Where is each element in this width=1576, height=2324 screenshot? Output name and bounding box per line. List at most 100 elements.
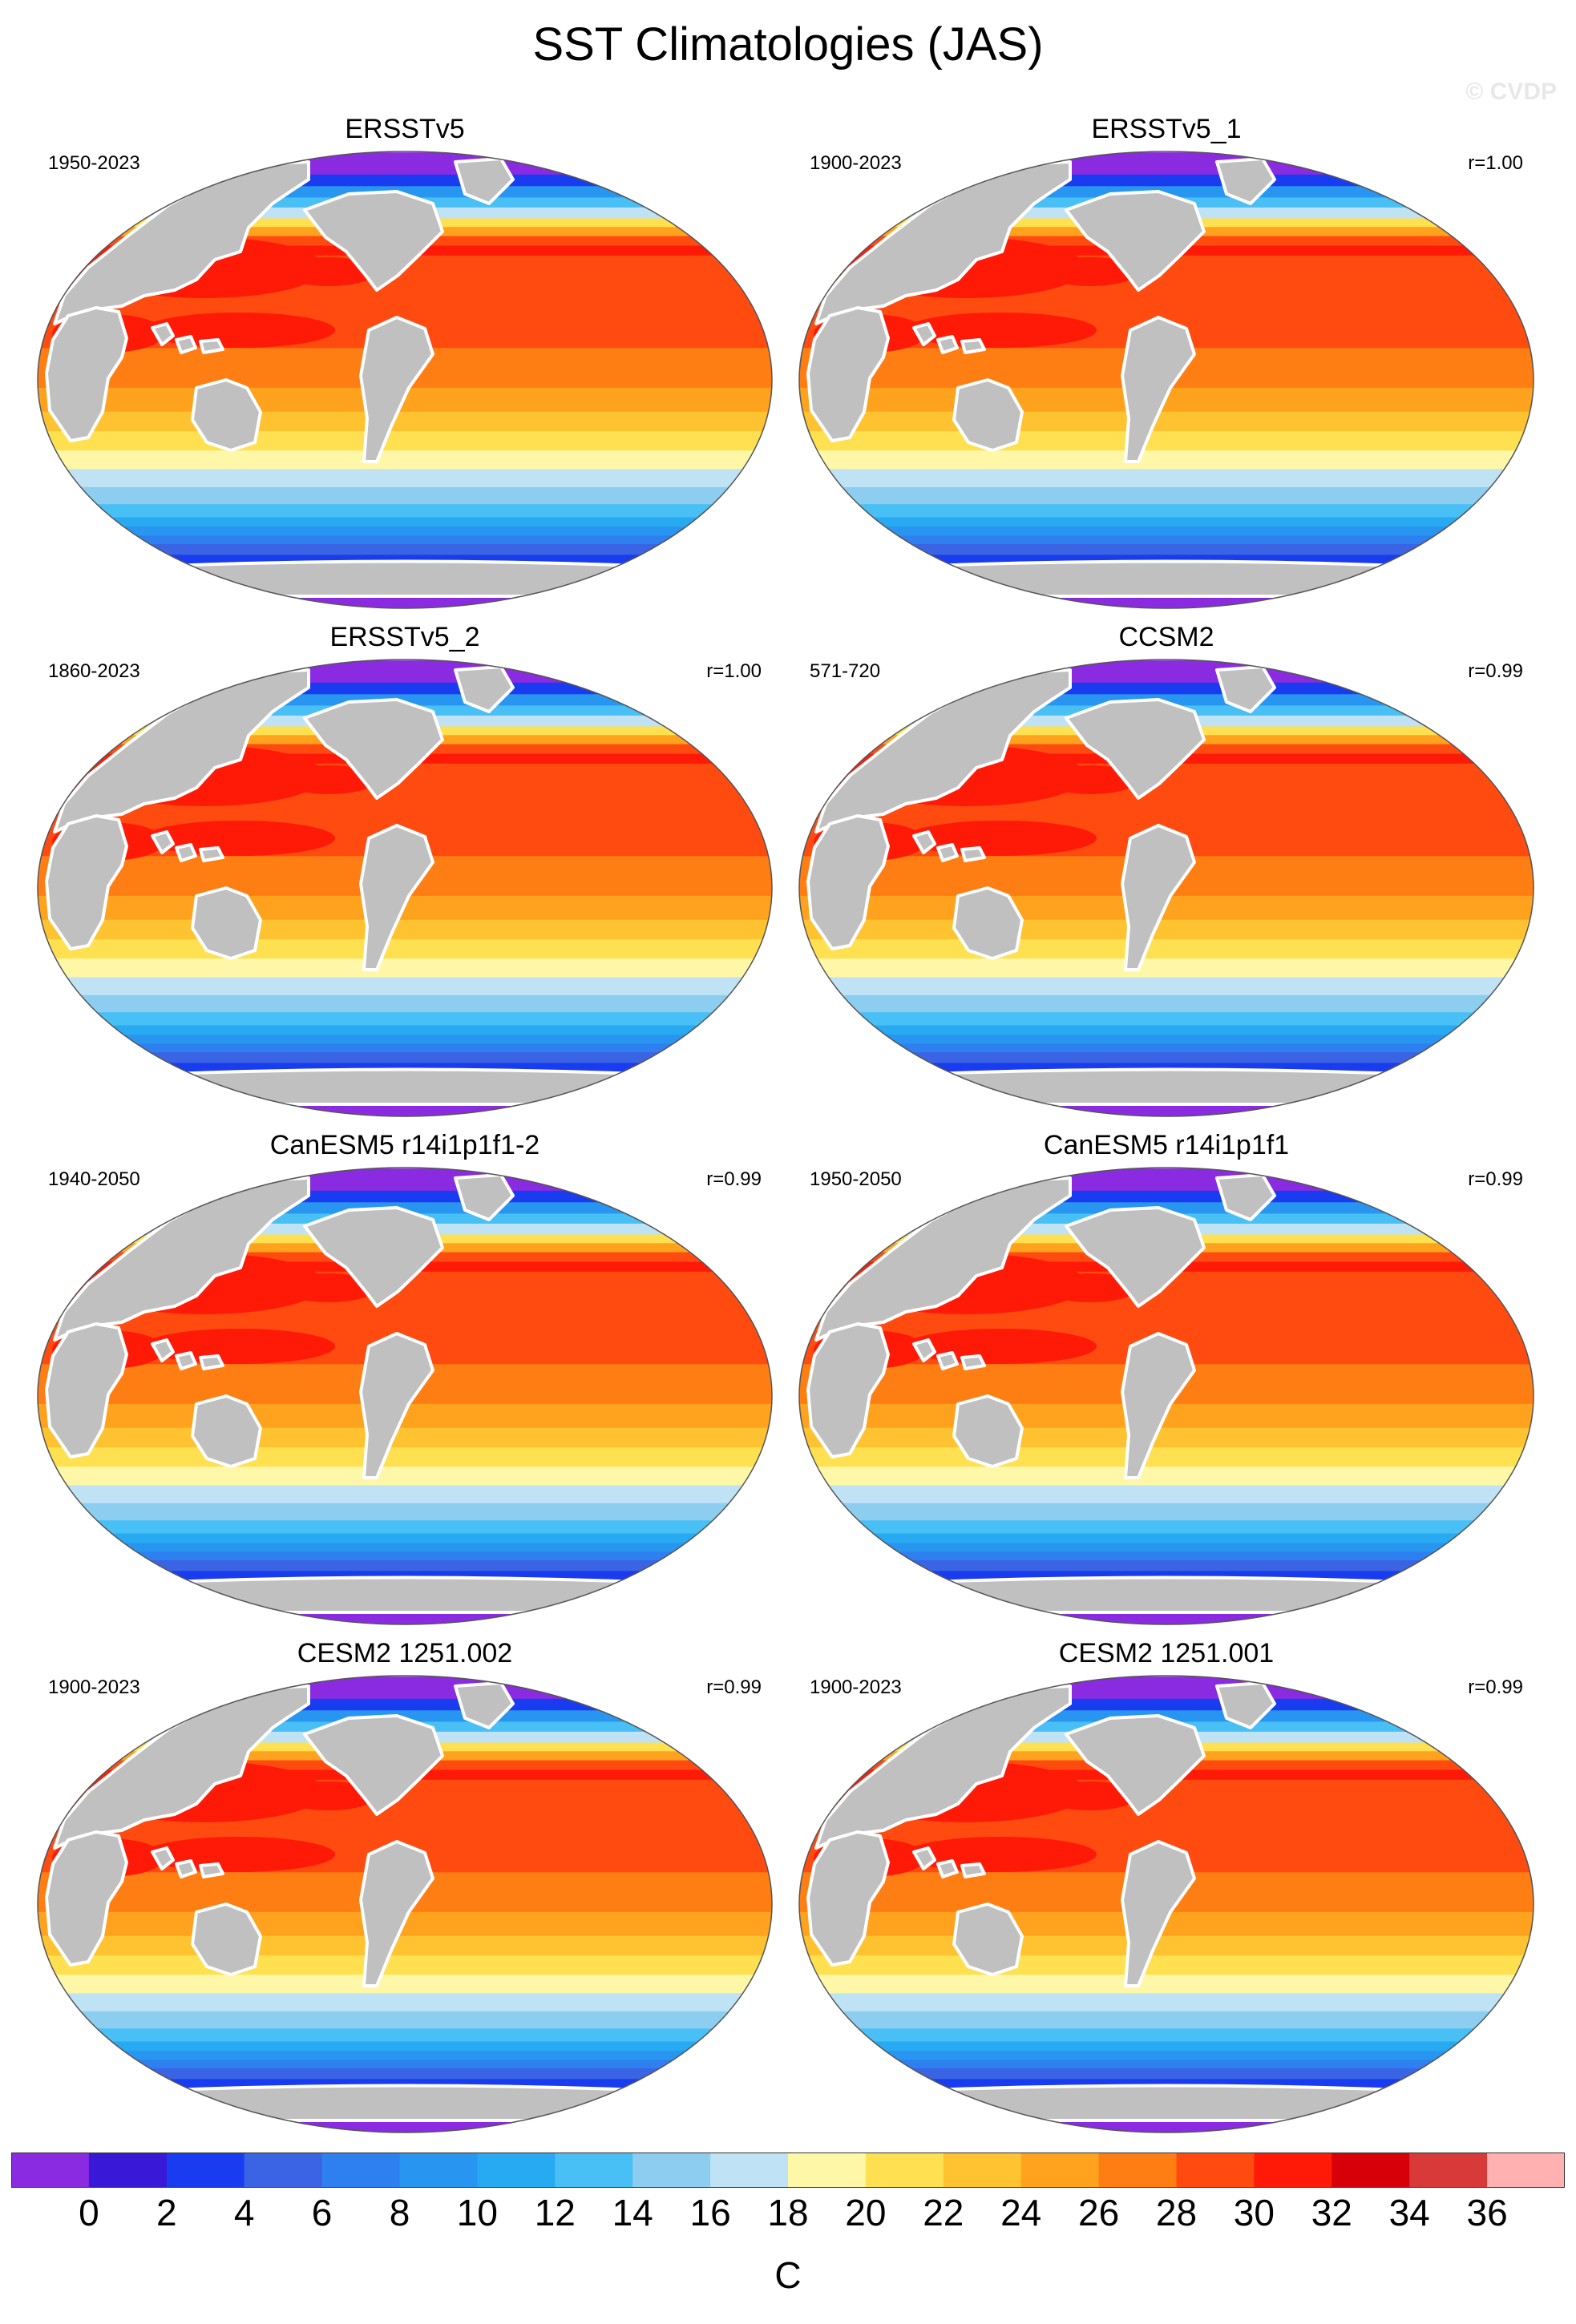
sst-band <box>799 431 1534 451</box>
colorbar-tick-label: 26 <box>1078 2192 1120 2233</box>
panel-title: ERSSTv5_1 <box>1091 114 1242 144</box>
land-mass <box>936 1859 959 1878</box>
sst-band <box>38 527 772 537</box>
land-mass <box>936 843 959 862</box>
sst-band <box>38 995 772 1013</box>
land-mass <box>45 814 128 950</box>
land-mass <box>175 1351 197 1370</box>
panel-years: 1900-2023 <box>810 1676 902 1698</box>
sst-band <box>799 1955 1534 1975</box>
map-outline <box>37 1675 773 2133</box>
warm-pool-eastpacific <box>281 257 377 286</box>
sst-band <box>799 1168 1534 1192</box>
sst-map <box>37 151 773 609</box>
sst-band <box>799 1447 1534 1467</box>
warm-pool-atlantic <box>434 800 495 829</box>
land-mass <box>175 843 197 862</box>
land-mass <box>1121 316 1196 463</box>
panel-correlation: r=0.99 <box>1468 1168 1523 1190</box>
sst-band <box>799 1993 1534 2012</box>
map-panel-2: ERSSTv5_1 1900-2023 r=1.00 <box>794 114 1539 619</box>
land-mass <box>816 2084 1517 2122</box>
sst-band <box>38 1551 772 1561</box>
sst-band <box>799 1560 1534 1572</box>
sst-band <box>38 431 772 451</box>
warm-pool-eastpacific <box>1042 257 1138 286</box>
sst-band <box>799 174 1534 188</box>
land-mass <box>359 316 434 463</box>
land-mass <box>806 306 890 442</box>
land-mass <box>175 1859 197 1878</box>
colorbar-tick-label: 10 <box>456 2192 498 2233</box>
land-mass <box>1121 1332 1196 1479</box>
colorbar-tick-label: 36 <box>1466 2192 1508 2233</box>
land-mass <box>960 1354 986 1370</box>
panel-years: 1950-2050 <box>810 1168 902 1190</box>
map-outline <box>798 151 1534 609</box>
warm-pool-eastpacific <box>281 1781 377 1810</box>
warm-pool-atlantic <box>1196 800 1257 829</box>
sst-band <box>38 2068 772 2080</box>
colorbar-swatch <box>1020 2153 1100 2188</box>
land-mass <box>151 1338 175 1362</box>
sst-band <box>38 174 772 188</box>
sst-band <box>799 1503 1534 1521</box>
warm-pool-eastpacific <box>281 1273 377 1302</box>
sst-band <box>38 2011 772 2029</box>
warm-pool-eastpacific <box>1042 765 1138 794</box>
figure-title: SST Climatologies (JAS) <box>532 18 1044 71</box>
warm-pool-eastpacific <box>1042 1781 1138 1810</box>
colorbar-swatch <box>88 2153 168 2188</box>
land-mass <box>303 1206 444 1308</box>
sst-band <box>799 958 1534 978</box>
sst-band <box>799 2051 1534 2061</box>
land-mass <box>814 668 1072 833</box>
colorbar-tick-label: 24 <box>1000 2192 1042 2233</box>
sst-band <box>799 682 1534 696</box>
land-mass <box>806 1322 890 1459</box>
watermark: © CVDP <box>1465 79 1557 105</box>
colorbar-tick-label: 30 <box>1233 2192 1275 2233</box>
sst-band <box>38 1190 772 1204</box>
colorbar-tick-label: 6 <box>311 2192 333 2233</box>
land-mass <box>1215 1173 1276 1221</box>
sst-band <box>38 1427 772 1448</box>
land-mass <box>1215 665 1276 713</box>
land-mass <box>191 1394 262 1468</box>
land-mass <box>806 814 890 950</box>
map-panel-6: CanESM5 r14i1p1f1 1950-2050 r=0.99 <box>794 1130 1539 1635</box>
land-mass <box>454 1173 515 1221</box>
colorbar-swatch <box>943 2153 1022 2188</box>
sst-band <box>799 1427 1534 1448</box>
colorbar-tick-label: 20 <box>845 2192 887 2233</box>
land-mass <box>303 190 444 292</box>
land-mass <box>1215 1681 1276 1729</box>
warm-pool-eastpacific <box>281 765 377 794</box>
colorbar-swatch <box>788 2153 867 2188</box>
sst-map <box>37 1167 773 1625</box>
sst-band <box>38 450 772 470</box>
colorbar-tick-label: 2 <box>156 2192 177 2233</box>
sst-band <box>38 535 772 545</box>
sst-band <box>799 1676 1534 1700</box>
land-mass <box>816 1576 1517 1614</box>
panel-correlation: r=0.99 <box>1468 660 1523 682</box>
land-mass <box>45 1830 128 1967</box>
map-panel-3: ERSSTv5_2 1860-2023 r=1.00 <box>32 622 778 1127</box>
sst-band <box>38 2041 772 2052</box>
panel-years: 1900-2023 <box>48 1676 140 1698</box>
sst-band <box>38 1467 772 1487</box>
sst-band <box>799 1190 1534 1204</box>
map-panel-7: CESM2 1251.002 1900-2023 r=0.99 <box>32 1638 778 2143</box>
colorbar-tick-label: 22 <box>923 2192 964 2233</box>
colorbar-swatch <box>166 2153 245 2188</box>
sst-band <box>799 544 1534 556</box>
sst-band <box>799 2060 1534 2069</box>
land-mass <box>55 1067 755 1106</box>
colorbar-swatch <box>1409 2153 1488 2188</box>
land-mass <box>199 338 224 354</box>
sst-band <box>38 1025 772 1035</box>
map-panel-8: CESM2 1251.001 1900-2023 r=0.99 <box>794 1638 1539 2143</box>
sst-band <box>38 1698 772 1712</box>
panel-title: CESM2 1251.002 <box>297 1638 513 1668</box>
